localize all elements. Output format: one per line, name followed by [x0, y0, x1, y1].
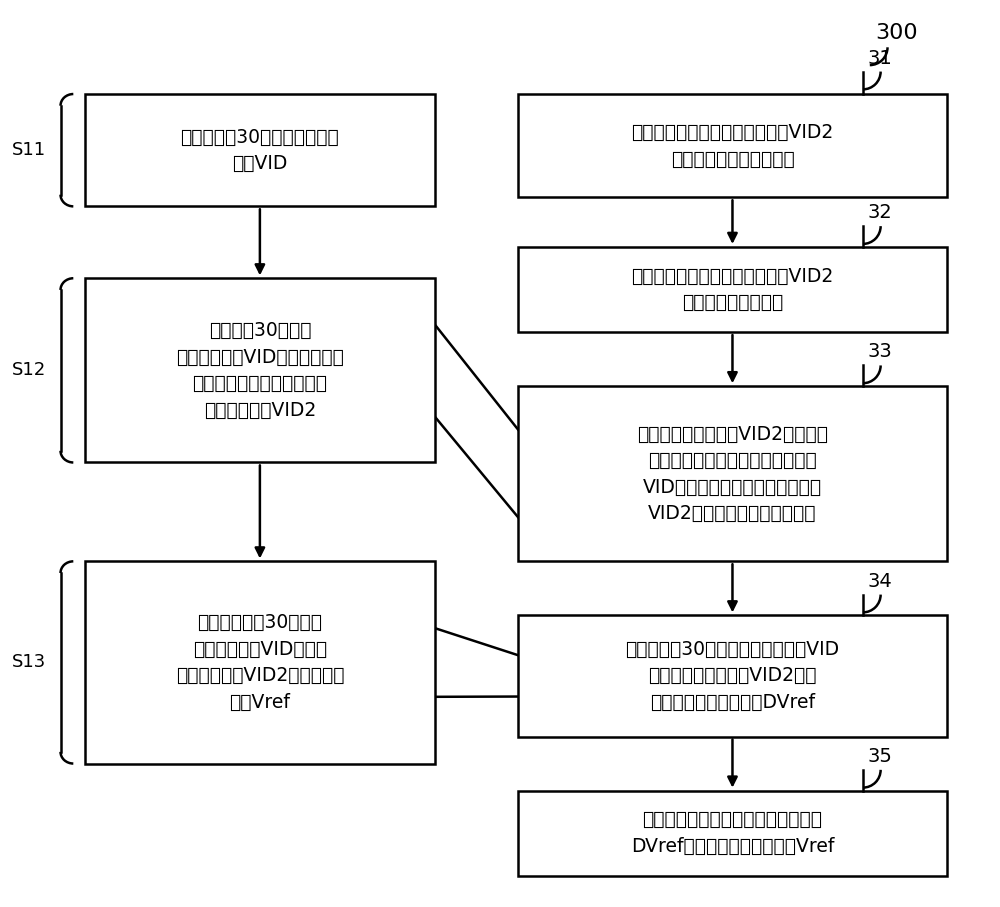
FancyBboxPatch shape — [85, 561, 435, 764]
Text: S11: S11 — [12, 141, 46, 160]
Text: 32: 32 — [868, 203, 893, 222]
FancyBboxPatch shape — [518, 791, 947, 876]
Text: 33: 33 — [868, 343, 893, 362]
FancyBboxPatch shape — [518, 386, 947, 561]
Text: 在自主电压识别编码VID2变化过程
中，若处理器发出的电压识别编码
VID有更新，则自主电压识别编码
VID2停止更新并直接减小至零: 在自主电压识别编码VID2变化过程 中，若处理器发出的电压识别编码 VID有更新… — [637, 424, 828, 523]
Text: 31: 31 — [868, 49, 893, 68]
Text: 34: 34 — [868, 571, 893, 590]
FancyBboxPatch shape — [85, 278, 435, 463]
FancyBboxPatch shape — [518, 247, 947, 332]
Text: 接收处理器30发出的电压识别
编码VID: 接收处理器30发出的电压识别 编码VID — [181, 128, 339, 173]
Text: 响应于处理器30发出的
电压识别编码VID和自主
电压识别编码VID2，提供参考
电压Vref: 响应于处理器30发出的 电压识别编码VID和自主 电压识别编码VID2，提供参考… — [176, 613, 344, 712]
Text: S12: S12 — [12, 361, 46, 379]
Text: 以第一斜率将自主电压识别编码VID2
从零开始增大至目标幅值: 以第一斜率将自主电压识别编码VID2 从零开始增大至目标幅值 — [631, 123, 834, 169]
Text: 以第二斜率将自主电压识别编码VID2
从目标幅值减小至零: 以第二斜率将自主电压识别编码VID2 从目标幅值减小至零 — [631, 267, 834, 312]
Text: 通过数模转换，将数字参考电压信号
DVref转换为模拟的参考电压Vref: 通过数模转换，将数字参考电压信号 DVref转换为模拟的参考电压Vref — [631, 811, 834, 856]
Text: 35: 35 — [868, 746, 893, 766]
Text: 当处理器30发出的
电压识别编码VID在第一预设时
长内保持不变时，更新自主
电压识别编码VID2: 当处理器30发出的 电压识别编码VID在第一预设时 长内保持不变时，更新自主 电… — [176, 321, 344, 420]
Text: S13: S13 — [12, 653, 46, 671]
FancyBboxPatch shape — [518, 94, 947, 198]
Text: 300: 300 — [876, 23, 918, 43]
Text: 根据处理器30发出的电压识别编码VID
和自主电压识别编码VID2之和
提供数字参考电压信号DVref: 根据处理器30发出的电压识别编码VID 和自主电压识别编码VID2之和 提供数字… — [625, 640, 840, 712]
FancyBboxPatch shape — [85, 94, 435, 207]
FancyBboxPatch shape — [518, 615, 947, 736]
